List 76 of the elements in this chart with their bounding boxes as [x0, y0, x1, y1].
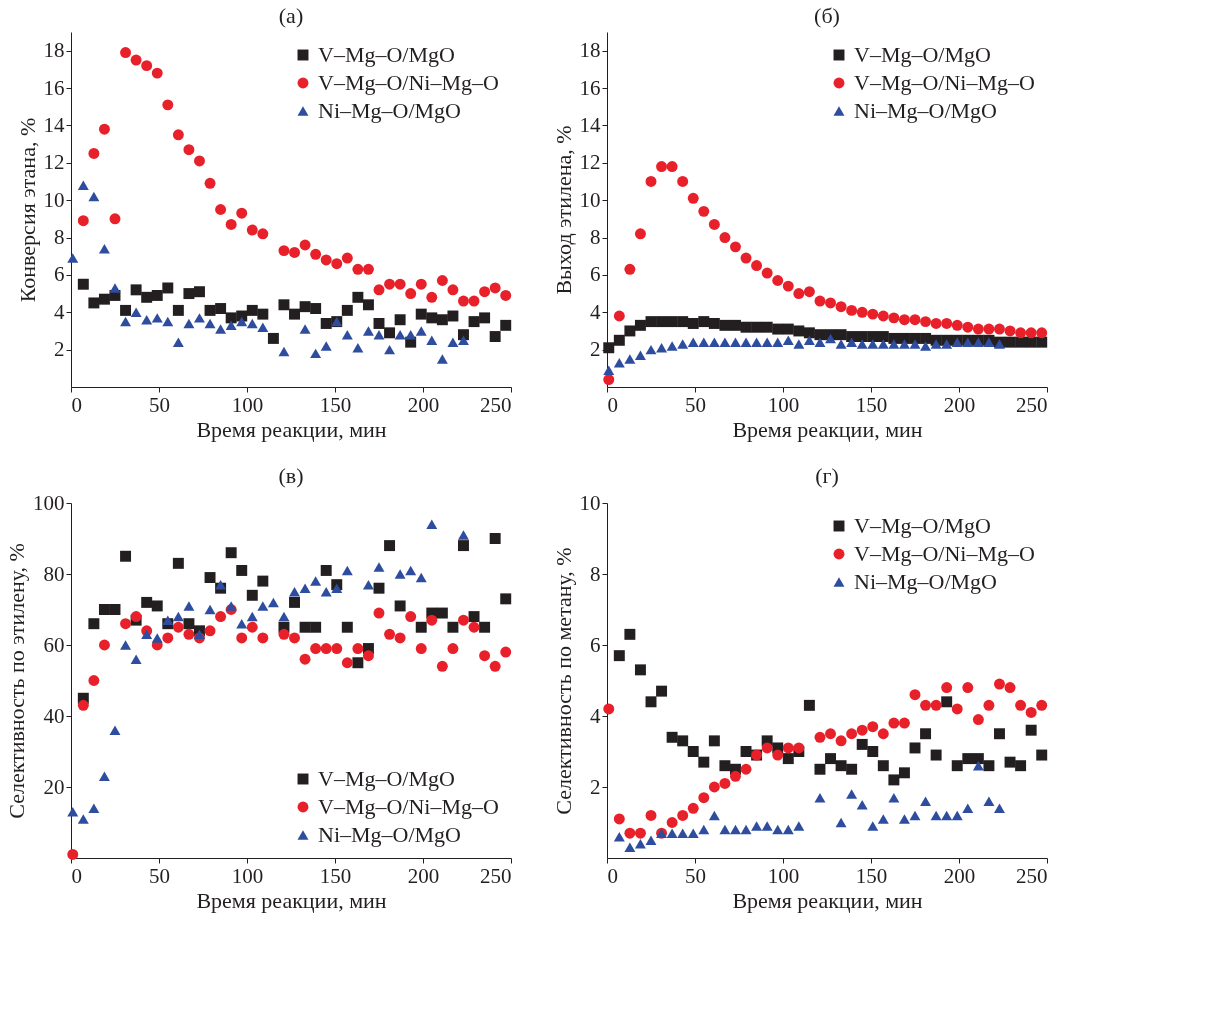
x-tick-label: 250 — [480, 863, 512, 888]
x-tick-label: 0 — [71, 863, 82, 888]
legend-label: Ni–Mg–O/MgO — [318, 98, 462, 123]
y-tick-label: 10 — [579, 187, 601, 212]
y-tick-label: 40 — [43, 703, 65, 728]
legend-label: V–Mg–O/MgO — [318, 42, 455, 67]
legend-label: V–Mg–O/Ni–Mg–O — [854, 70, 1035, 95]
x-tick-label: 250 — [1016, 392, 1048, 417]
legend-label: V–Mg–O/Ni–Mg–O — [318, 70, 499, 95]
y-tick-label: 18 — [43, 38, 65, 63]
y-tick-label: 12 — [579, 150, 601, 175]
x-tick-label: 0 — [607, 863, 618, 888]
x-tick-label: 0 — [71, 392, 82, 417]
x-tick-label: 150 — [319, 863, 352, 888]
y-tick-label: 16 — [43, 75, 65, 100]
x-tick-label: 200 — [407, 863, 440, 888]
chart-title: (а) — [278, 3, 304, 28]
y-tick-label: 4 — [590, 703, 601, 728]
x-tick-label: 200 — [407, 392, 440, 417]
y-axis-title: Селективность по этилену, % — [4, 543, 29, 819]
chart-title: (б) — [814, 3, 840, 28]
x-axis-title: Время реакции, мин — [196, 887, 387, 913]
x-axis-title: Время реакции, мин — [732, 416, 923, 442]
y-tick-label: 14 — [43, 112, 65, 137]
legend-label: Ni–Mg–O/MgO — [318, 822, 462, 847]
x-tick-label: 100 — [767, 863, 800, 888]
y-tick-label: 100 — [33, 490, 65, 515]
y-tick-label: 16 — [579, 75, 601, 100]
x-tick-label: 0 — [607, 392, 618, 417]
x-tick-label: 200 — [943, 392, 976, 417]
x-tick-label: 100 — [767, 392, 800, 417]
y-tick-label: 10 — [43, 187, 65, 212]
y-tick-label: 4 — [590, 299, 601, 324]
y-tick-label: 8 — [590, 225, 601, 250]
x-tick-label: 50 — [685, 392, 706, 417]
y-tick-label: 2 — [590, 774, 601, 799]
y-tick-label: 80 — [43, 561, 65, 586]
y-tick-label: 10 — [579, 490, 601, 515]
x-tick-label: 50 — [149, 392, 170, 417]
x-tick-label: 100 — [231, 392, 264, 417]
y-tick-label: 14 — [579, 112, 601, 137]
y-tick-label: 2 — [590, 337, 601, 362]
legend-label: V–Mg–O/Ni–Mg–O — [854, 541, 1035, 566]
chart-title: (г) — [815, 463, 839, 488]
y-tick-label: 4 — [54, 299, 65, 324]
x-tick-label: 150 — [855, 392, 888, 417]
legend-label: V–Mg–O/MgO — [854, 513, 991, 538]
chart-title: (в) — [278, 463, 304, 488]
legend-label: V–Mg–O/MgO — [318, 766, 455, 791]
legend-label: Ni–Mg–O/MgO — [854, 569, 998, 594]
x-tick-label: 250 — [1016, 863, 1048, 888]
x-tick-label: 150 — [855, 863, 888, 888]
x-tick-label: 250 — [480, 392, 512, 417]
x-tick-label: 50 — [685, 863, 706, 888]
x-tick-label: 200 — [943, 863, 976, 888]
x-axis-title: Время реакции, мин — [732, 887, 923, 913]
x-axis-title: Время реакции, мин — [196, 416, 387, 442]
y-tick-label: 12 — [43, 150, 65, 175]
legend-label: Ni–Mg–O/MgO — [854, 98, 998, 123]
y-tick-label: 20 — [43, 774, 65, 799]
x-tick-label: 100 — [231, 863, 264, 888]
y-tick-label: 18 — [579, 38, 601, 63]
y-axis-title: Выход этилена, % — [550, 125, 576, 295]
y-tick-label: 6 — [54, 262, 65, 287]
x-tick-label: 150 — [319, 392, 352, 417]
legend-label: V–Mg–O/MgO — [854, 42, 991, 67]
y-tick-label: 8 — [54, 225, 65, 250]
legend-label: V–Mg–O/Ni–Mg–O — [318, 794, 499, 819]
y-tick-label: 60 — [43, 632, 65, 657]
y-tick-label: 6 — [590, 262, 601, 287]
y-tick-label: 2 — [54, 337, 65, 362]
x-tick-label: 50 — [149, 863, 170, 888]
y-axis-title: Селективность по метану, % — [550, 547, 576, 815]
y-axis-title: Конверсия этана, % — [14, 117, 40, 303]
y-tick-label: 6 — [590, 632, 601, 657]
y-tick-label: 8 — [590, 561, 601, 586]
